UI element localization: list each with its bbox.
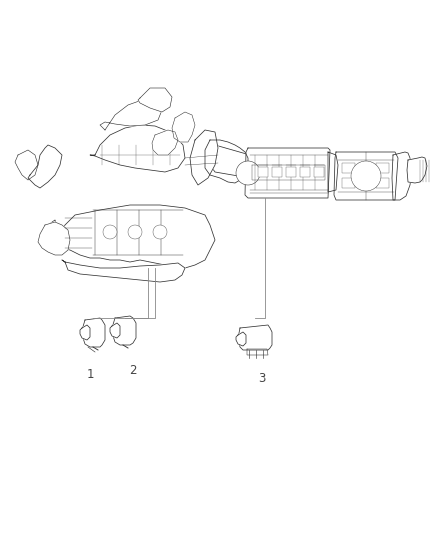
Polygon shape [15, 150, 38, 180]
Circle shape [103, 225, 117, 239]
Bar [314, 167, 324, 177]
Polygon shape [28, 145, 62, 188]
Polygon shape [407, 157, 427, 183]
Polygon shape [100, 100, 162, 130]
Polygon shape [328, 152, 338, 192]
Polygon shape [110, 323, 120, 338]
Polygon shape [80, 325, 90, 340]
Text: 3: 3 [258, 372, 266, 384]
Polygon shape [172, 112, 195, 142]
Polygon shape [138, 88, 172, 112]
Bar [286, 167, 296, 177]
Polygon shape [210, 145, 265, 178]
Polygon shape [190, 130, 218, 185]
Bar [342, 178, 355, 188]
Circle shape [351, 161, 381, 191]
Bar [359, 163, 372, 173]
Bar [342, 163, 355, 173]
Polygon shape [392, 152, 412, 200]
Polygon shape [38, 222, 70, 255]
Bar [258, 167, 268, 177]
Polygon shape [238, 325, 272, 350]
Polygon shape [236, 332, 246, 346]
Bar [359, 178, 372, 188]
Polygon shape [245, 148, 330, 198]
Polygon shape [90, 125, 185, 172]
Polygon shape [62, 260, 185, 282]
Circle shape [153, 225, 167, 239]
Text: 1: 1 [86, 368, 94, 382]
Polygon shape [152, 130, 178, 155]
Polygon shape [48, 205, 215, 268]
Polygon shape [334, 152, 398, 200]
Bar [300, 167, 310, 177]
Bar [272, 167, 282, 177]
Circle shape [128, 225, 142, 239]
Circle shape [236, 161, 260, 185]
Bar [376, 178, 389, 188]
Bar [376, 163, 389, 173]
Polygon shape [112, 316, 136, 345]
Polygon shape [82, 318, 105, 347]
Text: 2: 2 [129, 364, 137, 376]
Polygon shape [205, 140, 248, 183]
